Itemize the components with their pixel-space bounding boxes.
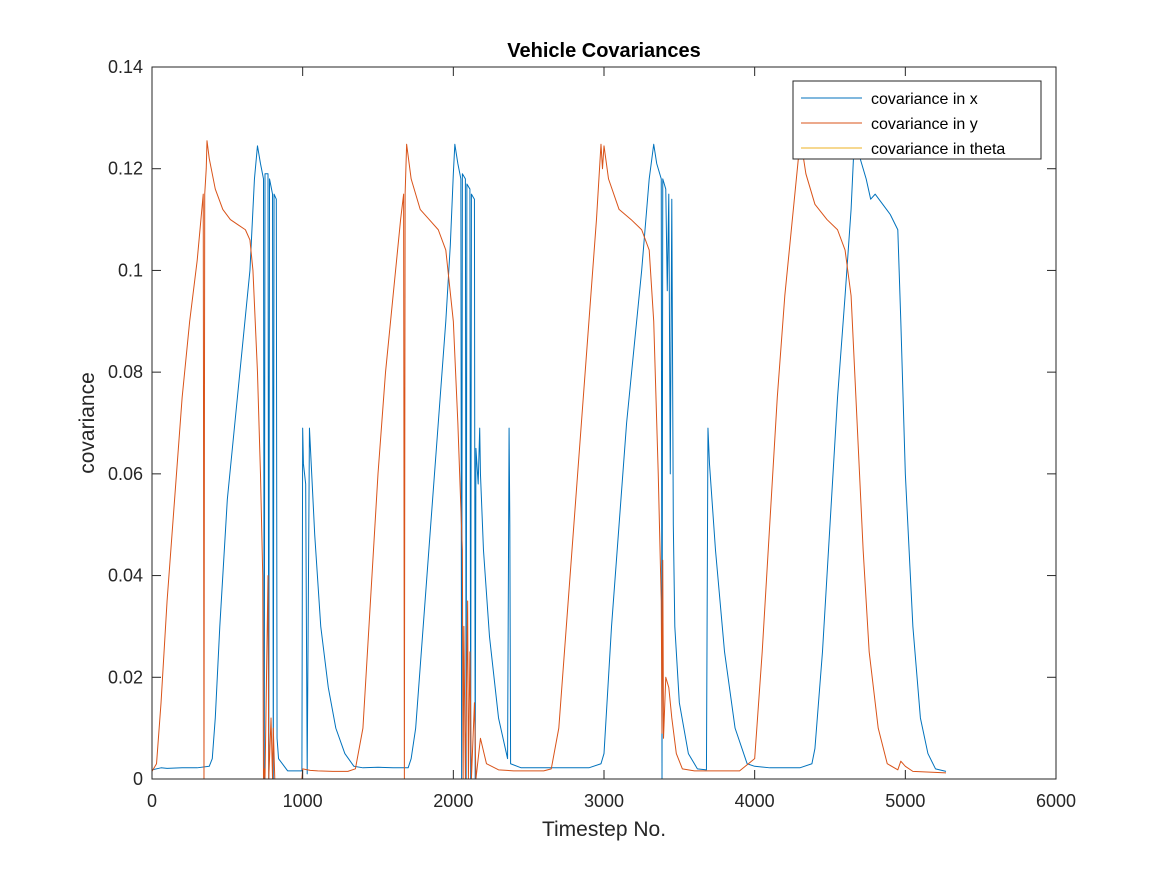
y-tick-label: 0.12 xyxy=(108,159,143,179)
y-tick-label: 0.1 xyxy=(118,260,143,280)
legend-label-2: covariance in y xyxy=(871,116,978,133)
plot-background xyxy=(152,67,1056,779)
legend-box xyxy=(792,80,1042,160)
x-axis-label: Timestep No. xyxy=(542,818,666,841)
y-tick-label: 0.02 xyxy=(108,667,143,687)
x-tick-label: 0 xyxy=(147,791,157,811)
x-tick-label: 6000 xyxy=(1036,791,1076,811)
x-tick-label: 2000 xyxy=(433,791,473,811)
x-tick-label: 5000 xyxy=(885,791,925,811)
x-tick-label: 1000 xyxy=(283,791,323,811)
x-tick-label: 3000 xyxy=(584,791,624,811)
y-tick-label: 0 xyxy=(133,769,143,789)
legend: covariance in x covariance in y covariance… xyxy=(792,80,1042,160)
legend-label-1: covariance in x xyxy=(871,91,978,108)
y-axis-label: covariance xyxy=(76,372,99,474)
chart-title: Vehicle Covariances xyxy=(507,40,700,62)
y-tick-label: 0.08 xyxy=(108,362,143,382)
x-tick-label: 4000 xyxy=(735,791,775,811)
series-line-2 xyxy=(151,140,947,780)
legend-label-3: covariance in theta xyxy=(871,141,1005,158)
ticks-layer: 0 1000 2000 3000 4000 5000 6000 0 0.02 0.04 0.06 0.… xyxy=(108,57,1076,811)
y-tick-label: 0.04 xyxy=(108,566,143,586)
y-tick-label: 0.14 xyxy=(108,57,143,77)
y-tick-label: 0.06 xyxy=(108,464,143,484)
